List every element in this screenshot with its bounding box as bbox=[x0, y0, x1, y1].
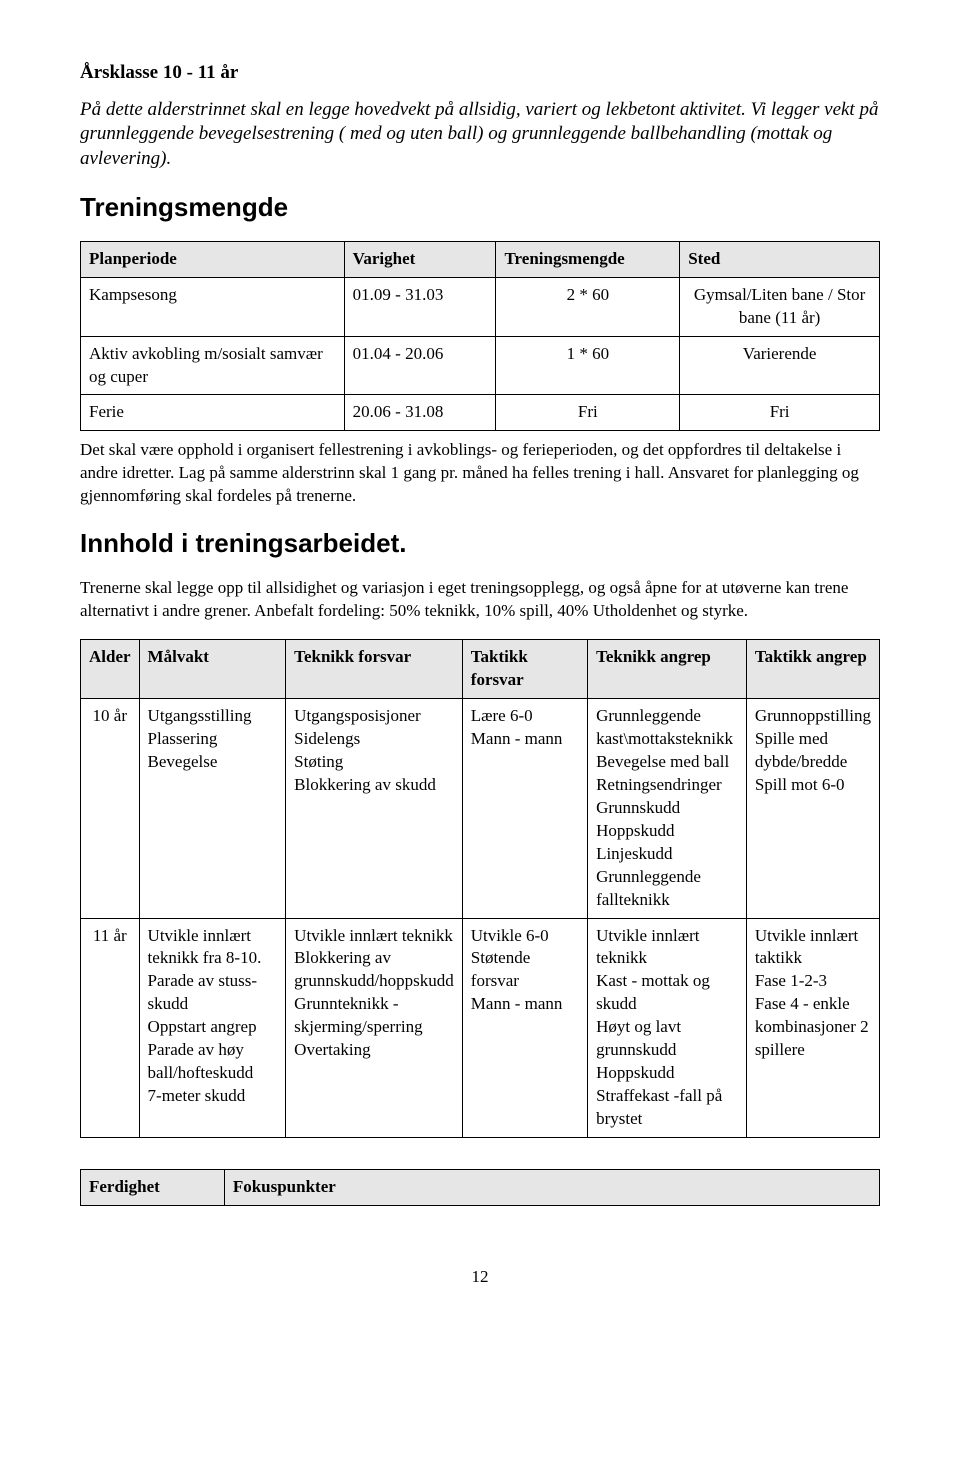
content-table: Alder Målvakt Teknikk forsvar Taktikk fo… bbox=[80, 639, 880, 1138]
cell: Fri bbox=[496, 395, 680, 431]
cell: Ferie bbox=[81, 395, 345, 431]
cell: Grunnleggende kast\mottaksteknikk Bevege… bbox=[588, 699, 747, 918]
section-title-treningsmengde: Treningsmengde bbox=[80, 190, 880, 225]
cell: Utgangsstilling Plassering Bevegelse bbox=[139, 699, 286, 918]
col-malvakt: Målvakt bbox=[139, 640, 286, 699]
cell: 1 * 60 bbox=[496, 336, 680, 395]
note-after-section2: Trenerne skal legge opp til allsidighet … bbox=[80, 577, 880, 623]
cell: 01.09 - 31.03 bbox=[344, 277, 496, 336]
col-sted: Sted bbox=[680, 241, 880, 277]
col-taktikk-forsvar: Taktikk forsvar bbox=[462, 640, 587, 699]
cell: Utvikle innlært teknikk Blokkering av gr… bbox=[286, 918, 463, 1137]
page-heading: Årsklasse 10 - 11 år bbox=[80, 60, 880, 86]
cell: Varierende bbox=[680, 336, 880, 395]
section-title-innhold: Innhold i treningsarbeidet. bbox=[80, 526, 880, 561]
table-row: Kampsesong 01.09 - 31.03 2 * 60 Gymsal/L… bbox=[81, 277, 880, 336]
table-header-row: Alder Målvakt Teknikk forsvar Taktikk fo… bbox=[81, 640, 880, 699]
intro-paragraph: På dette alderstrinnet skal en legge hov… bbox=[80, 98, 880, 172]
col-teknikk-angrep: Teknikk angrep bbox=[588, 640, 747, 699]
cell: 01.04 - 20.06 bbox=[344, 336, 496, 395]
cell: 11 år bbox=[81, 918, 140, 1137]
cell: Utvikle innlært teknikk Kast - mottak og… bbox=[588, 918, 747, 1137]
cell: 10 år bbox=[81, 699, 140, 918]
cell: Aktiv avkobling m/sosialt samvær og cupe… bbox=[81, 336, 345, 395]
table-row: Ferie 20.06 - 31.08 Fri Fri bbox=[81, 395, 880, 431]
col-taktikk-angrep: Taktikk angrep bbox=[746, 640, 879, 699]
cell: 2 * 60 bbox=[496, 277, 680, 336]
skills-table: Ferdighet Fokuspunkter bbox=[80, 1169, 880, 1206]
col-teknikk-forsvar: Teknikk forsvar bbox=[286, 640, 463, 699]
cell: 20.06 - 31.08 bbox=[344, 395, 496, 431]
table-row: Aktiv avkobling m/sosialt samvær og cupe… bbox=[81, 336, 880, 395]
table-header-row: Ferdighet Fokuspunkter bbox=[81, 1169, 880, 1205]
cell: Kampsesong bbox=[81, 277, 345, 336]
col-planperiode: Planperiode bbox=[81, 241, 345, 277]
col-treningsmengde: Treningsmengde bbox=[496, 241, 680, 277]
training-volume-table: Planperiode Varighet Treningsmengde Sted… bbox=[80, 241, 880, 432]
cell: Utvikle innlært teknikk fra 8-10. Parade… bbox=[139, 918, 286, 1137]
cell: Utgangsposisjoner Sidelengs Støting Blok… bbox=[286, 699, 463, 918]
cell: Grunnoppstilling Spille med dybde/bredde… bbox=[746, 699, 879, 918]
table-row: 10 år Utgangsstilling Plassering Bevegel… bbox=[81, 699, 880, 918]
cell: Gymsal/Liten bane / Stor bane (11 år) bbox=[680, 277, 880, 336]
col-ferdighet: Ferdighet bbox=[81, 1169, 225, 1205]
cell: Lære 6-0 Mann - mann bbox=[462, 699, 587, 918]
cell: Utvikle 6-0 Støtende forsvar Mann - mann bbox=[462, 918, 587, 1137]
col-alder: Alder bbox=[81, 640, 140, 699]
table-header-row: Planperiode Varighet Treningsmengde Sted bbox=[81, 241, 880, 277]
page-number: 12 bbox=[80, 1266, 880, 1289]
table-row: 11 år Utvikle innlært teknikk fra 8-10. … bbox=[81, 918, 880, 1137]
cell: Utvikle innlært taktikk Fase 1-2-3 Fase … bbox=[746, 918, 879, 1137]
note-after-table1: Det skal være opphold i organisert felle… bbox=[80, 439, 880, 508]
cell: Fri bbox=[680, 395, 880, 431]
col-varighet: Varighet bbox=[344, 241, 496, 277]
col-fokuspunkter: Fokuspunkter bbox=[224, 1169, 879, 1205]
